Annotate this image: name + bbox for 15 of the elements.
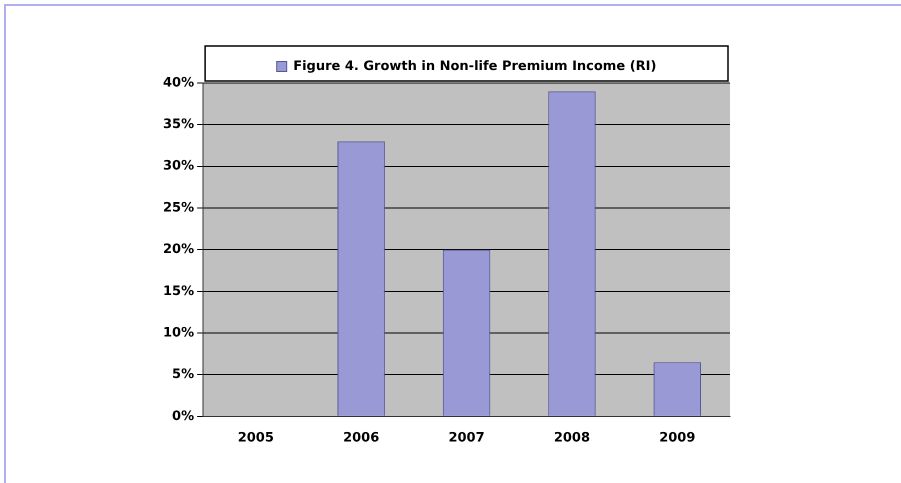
x-tick-label: 2005 (238, 430, 274, 446)
x-tick-label: 2007 (448, 430, 485, 446)
y-tick-label: 20% (162, 242, 194, 258)
y-tick-label: 15% (162, 284, 194, 299)
y-tick-label: 5% (172, 367, 194, 382)
y-tick-label: 0% (172, 408, 194, 424)
y-tick-label: 25% (162, 200, 194, 216)
y-tick-label: 40% (162, 75, 194, 90)
x-tick-label: 2009 (659, 430, 696, 446)
y-tick-label: 30% (162, 158, 194, 174)
y-tick-label: 35% (162, 117, 194, 132)
x-tick-label: 2006 (343, 430, 380, 446)
x-tick-label: 2008 (554, 430, 590, 446)
y-tick-label: 10% (162, 325, 194, 340)
legend-label: Figure 4. Growth in Non-life Premium Income (RI) (293, 58, 656, 74)
